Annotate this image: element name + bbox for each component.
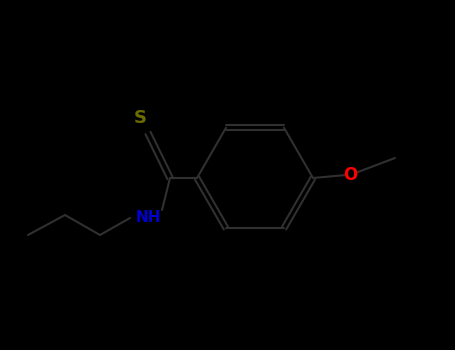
Text: S: S (133, 109, 147, 127)
Text: O: O (343, 166, 357, 184)
Text: NH: NH (135, 210, 161, 225)
